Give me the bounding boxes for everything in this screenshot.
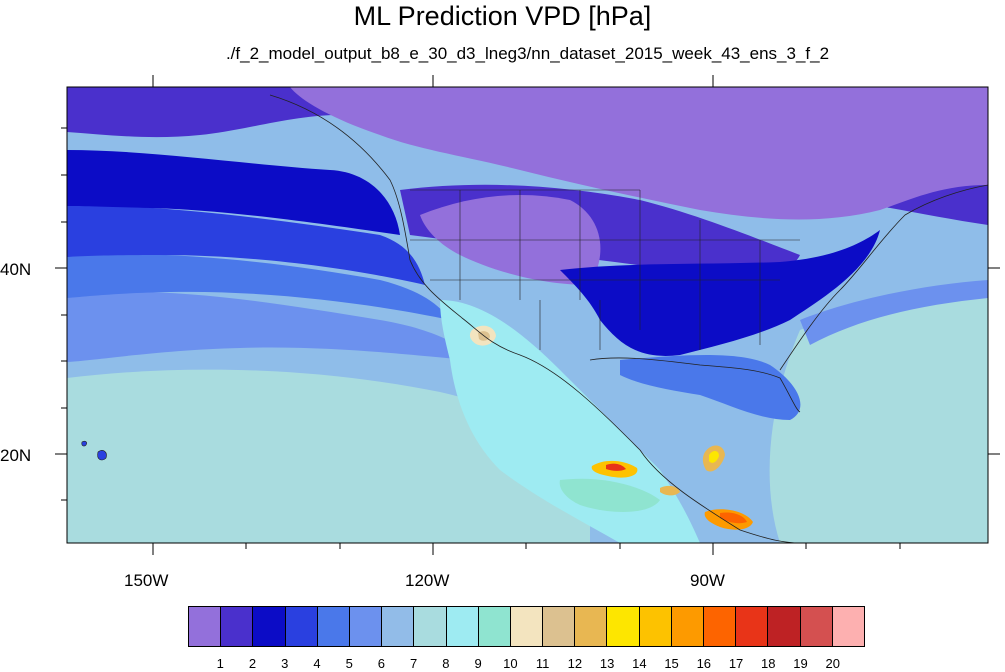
colorbar-tick-label: 19 <box>793 656 808 671</box>
lon-label-120w: 120W <box>405 571 450 590</box>
colorbar-tick-label: 4 <box>313 656 321 671</box>
colorbar-swatch <box>221 607 254 646</box>
chart-subtitle: ./f_2_model_output_b8_e_30_d3_lneg3/nn_d… <box>225 44 830 63</box>
colorbar-swatch <box>671 607 704 646</box>
colorbar-tick-label: 16 <box>696 656 712 671</box>
colorbar-tick-label: 12 <box>567 656 583 671</box>
colorbar <box>188 606 865 647</box>
colorbar-swatch <box>607 607 640 646</box>
colorbar-swatch <box>639 607 672 646</box>
lat-label-40n: 40N <box>0 260 32 279</box>
map-ticks <box>55 75 1000 555</box>
colorbar-tick-label: 7 <box>410 656 418 671</box>
colorbar-swatch <box>189 607 222 646</box>
colorbar-tick-label: 13 <box>599 656 615 671</box>
field-hotspot-d <box>660 485 680 496</box>
lon-label-150w: 150W <box>124 571 169 590</box>
colorbar-swatch <box>446 607 479 646</box>
colorbar-tick-label: 1 <box>216 656 224 671</box>
colorbar-tick-label: 15 <box>664 656 679 671</box>
colorbar-tick-label: 6 <box>377 656 386 671</box>
colorbar-swatch <box>253 607 286 646</box>
colorbar-swatch <box>285 607 318 646</box>
field-hotspot-c-core <box>720 512 747 524</box>
colorbar-swatch <box>736 607 769 646</box>
vpd-map <box>55 75 1000 555</box>
colorbar-swatch <box>414 607 447 646</box>
field-band-6 <box>67 291 470 362</box>
colorbar-swatch <box>832 607 864 646</box>
lat-label-20n: 20N <box>0 446 32 465</box>
field-hotspot-a-core <box>606 463 626 471</box>
colorbar-swatch <box>800 607 833 646</box>
colorbar-swatch <box>317 607 350 646</box>
colorbar-ticks: 1 2 3 4 5 6 7 8 9 10 11 12 13 14 15 16 17 18 19 20 <box>188 656 865 672</box>
field-band-4 <box>67 205 425 285</box>
field-hotspot-b-core <box>709 450 719 463</box>
field-band-6-east <box>800 280 988 345</box>
lon-label-90w: 90W <box>690 571 725 590</box>
field-mexico-class9 <box>559 478 660 512</box>
colorbar-swatch <box>349 607 383 646</box>
colorbar-tick-label: 18 <box>761 656 776 671</box>
colorbar-tick-label: 8 <box>442 656 450 671</box>
colorbar-tick-label: 10 <box>503 656 518 671</box>
field-mexico-class8 <box>440 300 700 543</box>
colorbar-swatch <box>478 607 511 646</box>
coastline-na <box>269 94 988 543</box>
colorbar-tick-label: 5 <box>345 656 353 671</box>
field-band-5 <box>67 253 450 320</box>
colorbar-swatch <box>768 607 801 646</box>
colorbar-tick-label: 14 <box>632 656 647 671</box>
colorbar-swatch <box>382 607 415 646</box>
colorbar-tick-label: 2 <box>248 656 257 671</box>
colorbar-tick-label: 20 <box>825 656 840 671</box>
field-band-3-pacific <box>67 150 400 235</box>
colorbar-swatch <box>704 607 737 646</box>
colorbar-tick-label: 9 <box>474 656 482 671</box>
colorbar-swatch <box>543 607 576 646</box>
field-band-south <box>67 369 590 543</box>
colorbar-tick-label: 3 <box>281 656 289 671</box>
vpd-field <box>67 87 988 543</box>
field-band-atlantic <box>769 295 988 543</box>
colorbar-tick-label: 17 <box>728 656 744 671</box>
hawaii-islands <box>81 440 107 461</box>
state-borders <box>410 189 800 350</box>
colorbar-swatch <box>510 607 544 646</box>
colorbar-swatch <box>575 607 608 646</box>
chart-title: ML Prediction VPD [hPa] <box>353 1 652 31</box>
field-band-1-north <box>290 87 988 220</box>
colorbar-tick-label: 11 <box>535 656 550 671</box>
